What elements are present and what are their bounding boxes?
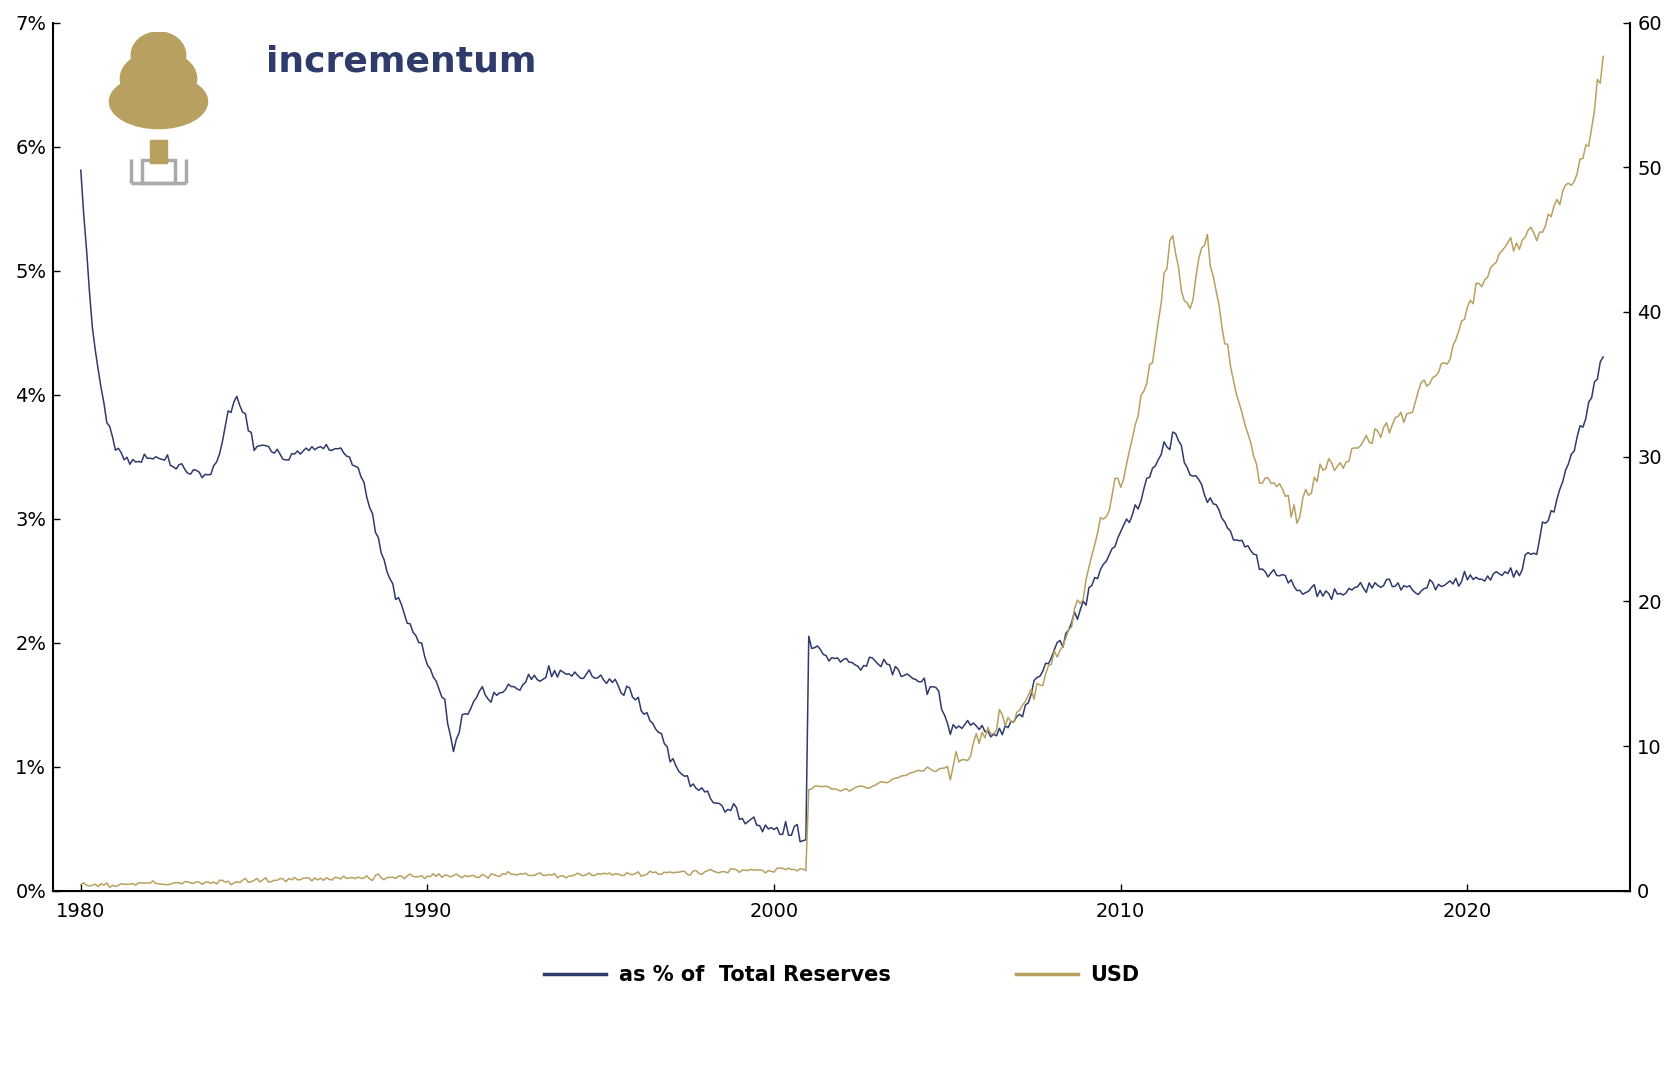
Bar (149, 140, 168, 163)
Text: incrementum: incrementum (267, 44, 537, 78)
Ellipse shape (131, 32, 186, 79)
Ellipse shape (121, 51, 196, 106)
Legend: as % of  Total Reserves, USD: as % of Total Reserves, USD (535, 956, 1149, 994)
Ellipse shape (109, 75, 208, 129)
